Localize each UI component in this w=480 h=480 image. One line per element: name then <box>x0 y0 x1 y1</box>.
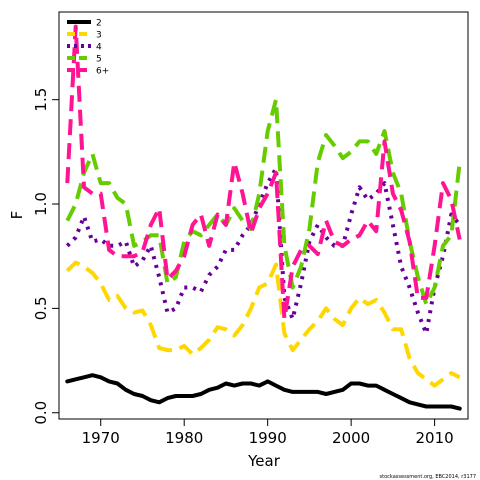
series-line-3 <box>65 260 461 388</box>
legend-label-5: 5 <box>96 55 102 65</box>
x-tick-label: 1970 <box>82 429 120 447</box>
plot-frame <box>58 11 469 420</box>
x-tick-label: 2010 <box>416 429 454 447</box>
x-axis: 1970 1980 1990 2000 2010 <box>82 419 454 447</box>
series-line-5 <box>65 97 462 307</box>
y-tick-label: 1.5 <box>32 88 50 112</box>
legend-label-2: 2 <box>96 19 102 29</box>
x-axis-title: Year <box>247 452 281 470</box>
legend-label-4: 4 <box>96 43 102 53</box>
y-axis: 0.0 0.5 1.0 1.5 <box>32 88 59 425</box>
x-tick-label: 1980 <box>165 429 203 447</box>
series-line-2 <box>65 373 462 411</box>
legend: 2 3 4 5 6+ <box>67 19 109 77</box>
series-line-6+ <box>65 24 462 321</box>
source-note: stockassessment.org, EBC2014, r3177 <box>380 474 476 480</box>
series-line-4 <box>65 166 462 336</box>
y-tick-label: 0.5 <box>32 296 50 320</box>
legend-label-6+: 6+ <box>96 67 109 77</box>
y-tick-label: 0.0 <box>32 401 50 425</box>
series-layer <box>65 24 462 411</box>
y-axis-title: F <box>8 211 26 220</box>
x-tick-label: 1990 <box>249 429 287 447</box>
x-tick-label: 2000 <box>332 429 370 447</box>
y-tick-label: 1.0 <box>32 192 50 216</box>
legend-label-3: 3 <box>96 31 102 41</box>
